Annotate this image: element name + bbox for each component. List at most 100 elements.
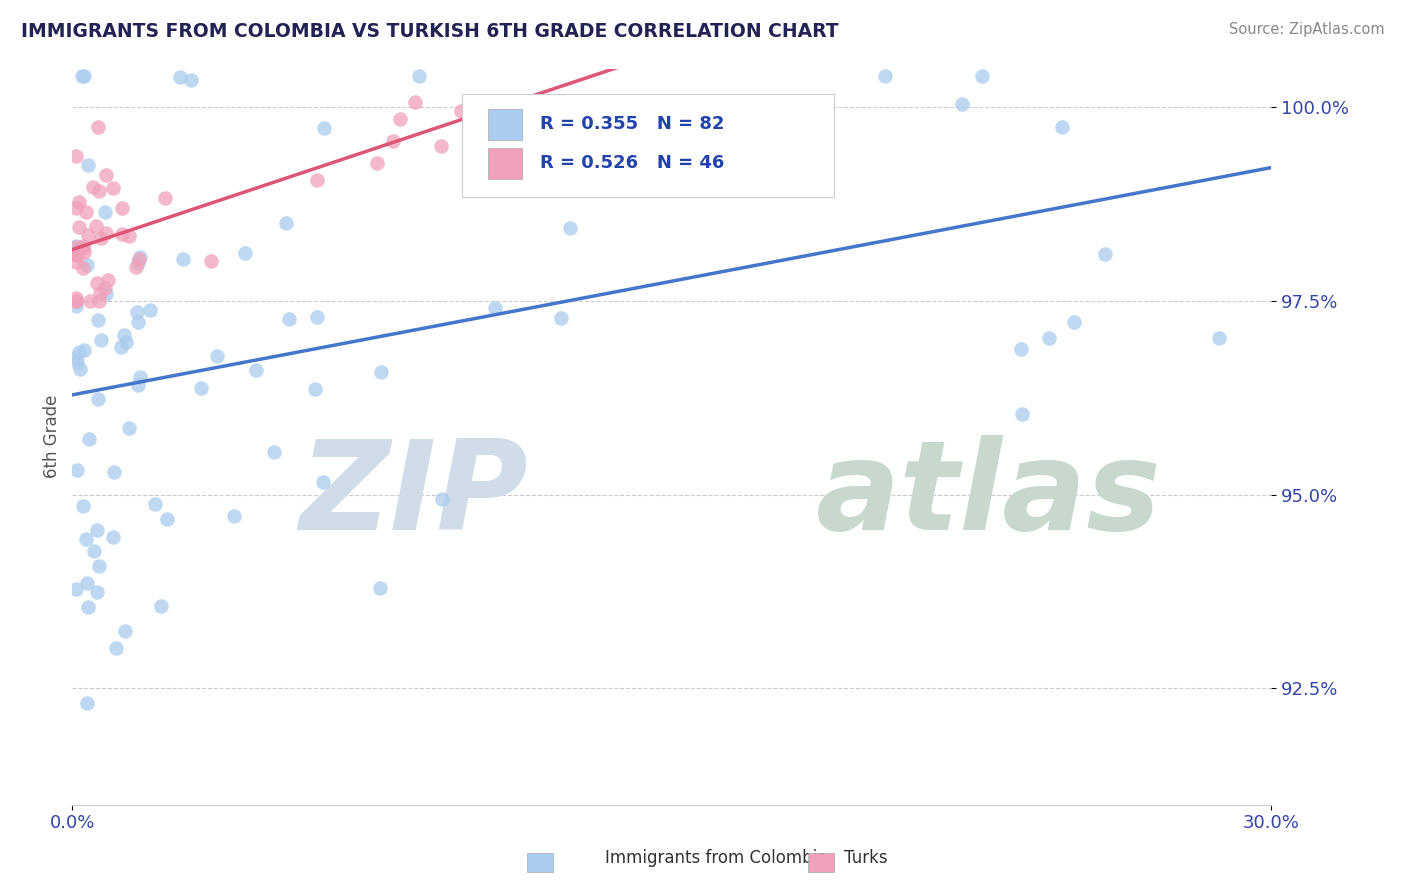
- Point: [312, 475, 335, 489]
- Point: [87, 558, 110, 573]
- Point: [65, 351, 87, 365]
- Point: [305, 172, 328, 186]
- Point: [77, 228, 100, 243]
- Point: [658, 147, 681, 161]
- Point: [368, 581, 391, 595]
- Point: [87, 185, 110, 199]
- Point: [873, 70, 896, 84]
- Point: [314, 121, 336, 136]
- Point: [408, 70, 430, 84]
- Point: [67, 345, 90, 359]
- Point: [110, 339, 132, 353]
- Point: [550, 311, 572, 326]
- Y-axis label: 6th Grade: 6th Grade: [44, 395, 60, 478]
- Text: IMMIGRANTS FROM COLOMBIA VS TURKISH 6TH GRADE CORRELATION CHART: IMMIGRANTS FROM COLOMBIA VS TURKISH 6TH …: [21, 22, 839, 41]
- Point: [128, 252, 150, 267]
- Point: [389, 112, 412, 126]
- Point: [66, 248, 89, 262]
- Point: [89, 286, 111, 301]
- Point: [628, 159, 651, 173]
- Point: [79, 293, 101, 308]
- Point: [76, 696, 98, 710]
- Point: [429, 139, 451, 153]
- Point: [65, 149, 87, 163]
- Point: [180, 73, 202, 87]
- Point: [75, 205, 97, 219]
- Point: [82, 179, 104, 194]
- Point: [484, 301, 506, 316]
- Point: [156, 511, 179, 525]
- Point: [83, 544, 105, 558]
- Point: [65, 293, 87, 308]
- Point: [77, 600, 100, 615]
- Point: [105, 640, 128, 655]
- Bar: [488, 109, 522, 140]
- Point: [73, 70, 96, 84]
- Point: [205, 350, 228, 364]
- Point: [66, 248, 89, 262]
- Point: [233, 246, 256, 260]
- Point: [304, 382, 326, 396]
- Point: [128, 251, 150, 265]
- Point: [65, 201, 87, 215]
- Point: [139, 302, 162, 317]
- Point: [76, 259, 98, 273]
- Point: [75, 533, 97, 547]
- Point: [86, 523, 108, 537]
- Point: [127, 378, 149, 392]
- Point: [276, 216, 298, 230]
- Point: [65, 299, 87, 313]
- Point: [72, 261, 94, 276]
- Point: [96, 227, 118, 241]
- Point: [1050, 120, 1073, 135]
- Point: [1063, 315, 1085, 329]
- Text: Source: ZipAtlas.com: Source: ZipAtlas.com: [1229, 22, 1385, 37]
- Text: Immigrants from Colombia: Immigrants from Colombia: [605, 849, 827, 867]
- Point: [370, 365, 392, 379]
- Point: [69, 362, 91, 376]
- Text: ZIP: ZIP: [299, 435, 527, 556]
- Point: [86, 219, 108, 233]
- Point: [970, 70, 993, 84]
- Point: [245, 363, 267, 377]
- Point: [72, 241, 94, 255]
- Point: [103, 465, 125, 479]
- Point: [307, 310, 329, 324]
- Point: [560, 220, 582, 235]
- Point: [97, 273, 120, 287]
- Point: [1011, 408, 1033, 422]
- Point: [94, 169, 117, 183]
- Point: [66, 463, 89, 477]
- Point: [1010, 343, 1032, 357]
- Point: [73, 343, 96, 358]
- Point: [404, 95, 426, 110]
- Point: [111, 227, 134, 242]
- Point: [65, 582, 87, 596]
- Point: [87, 293, 110, 308]
- Point: [86, 585, 108, 599]
- Point: [79, 432, 101, 446]
- Point: [65, 355, 87, 369]
- Point: [190, 381, 212, 395]
- Point: [90, 231, 112, 245]
- Point: [382, 134, 405, 148]
- Point: [430, 491, 453, 506]
- Point: [94, 204, 117, 219]
- Point: [70, 70, 93, 84]
- Point: [114, 624, 136, 639]
- Point: [129, 370, 152, 384]
- Point: [118, 229, 141, 244]
- Point: [630, 99, 652, 113]
- Point: [65, 238, 87, 252]
- Point: [200, 253, 222, 268]
- Bar: [488, 148, 522, 179]
- Point: [450, 103, 472, 118]
- Text: atlas: atlas: [815, 435, 1161, 556]
- Point: [93, 281, 115, 295]
- Point: [1038, 331, 1060, 345]
- Point: [127, 256, 149, 270]
- Point: [127, 315, 149, 329]
- Point: [72, 500, 94, 514]
- Point: [172, 252, 194, 266]
- Point: [169, 70, 191, 85]
